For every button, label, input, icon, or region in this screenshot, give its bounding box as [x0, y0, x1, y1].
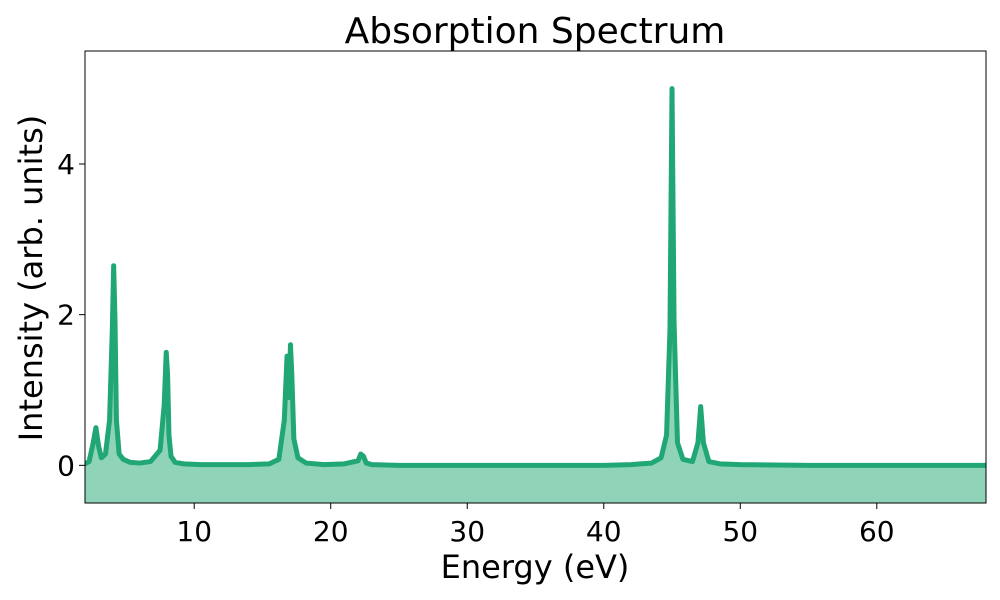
x-tick-label: 10: [176, 515, 212, 548]
plot-frame: [84, 50, 987, 504]
y-axis: 0 2 4: [57, 148, 85, 482]
x-tick-label: 20: [313, 515, 349, 548]
plot-area: [85, 86, 986, 503]
y-tick-label: 4: [57, 148, 75, 181]
spectrum-line: [85, 86, 986, 468]
y-tick-label: 0: [57, 449, 75, 482]
y-axis-label: Intensity (arb. units): [12, 115, 50, 442]
x-tick-label: 60: [859, 515, 895, 548]
x-axis: 10 20 30 40 50 60: [176, 503, 895, 548]
chart-title: Absorption Spectrum: [345, 11, 726, 52]
x-tick-label: 50: [722, 515, 758, 548]
x-tick-label: 40: [586, 515, 622, 548]
x-axis-label: Energy (eV): [441, 548, 630, 586]
x-tick-label: 30: [449, 515, 485, 548]
y-tick-label: 2: [57, 299, 75, 332]
